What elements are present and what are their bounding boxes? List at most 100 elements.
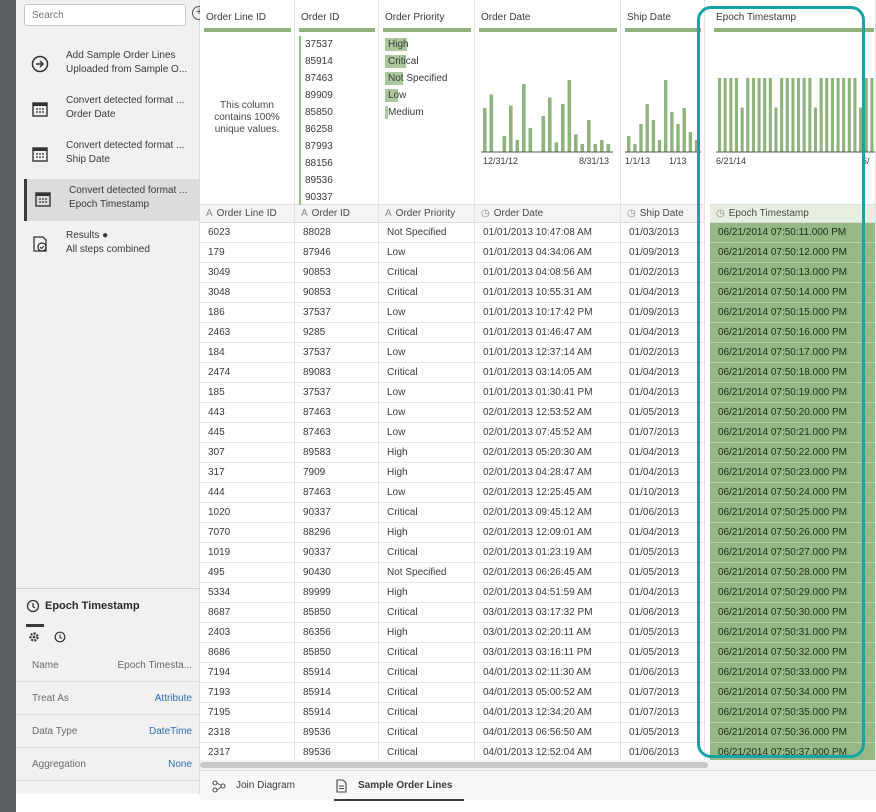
column-ship-date[interactable]: Ship Date 1/1/13 1/13 ◷ Ship Date 01/03/2… xyxy=(621,0,705,770)
histogram-bar[interactable] xyxy=(774,107,778,152)
table-cell[interactable]: 06/21/2014 07:50:23.000 PM xyxy=(710,463,875,483)
histogram-bar[interactable] xyxy=(847,78,851,152)
histogram-bar[interactable] xyxy=(676,124,680,152)
table-cell[interactable]: 7909 xyxy=(295,463,378,483)
property-data-type[interactable]: Data Type DateTime xyxy=(16,715,200,748)
table-cell[interactable]: 06/21/2014 07:50:15.000 PM xyxy=(710,303,875,323)
table-cell[interactable]: High xyxy=(379,463,474,483)
histogram-bar[interactable] xyxy=(548,97,552,152)
histogram-bar[interactable] xyxy=(489,94,494,152)
column-header[interactable]: A Order Line ID xyxy=(200,205,294,223)
histogram-bar[interactable] xyxy=(830,78,834,152)
table-cell[interactable]: 87946 xyxy=(295,243,378,263)
table-cell[interactable]: 86356 xyxy=(295,623,378,643)
value-item[interactable]: 85850 xyxy=(299,104,369,121)
table-cell[interactable]: 06/21/2014 07:50:19.000 PM xyxy=(710,383,875,403)
histogram-bar[interactable] xyxy=(751,78,755,152)
table-cell[interactable]: 01/01/2013 01:30:41 PM xyxy=(475,383,620,403)
table-cell[interactable]: 02/01/2013 01:23:19 AM xyxy=(475,543,620,563)
table-cell[interactable]: 186 xyxy=(200,303,294,323)
table-cell[interactable]: 89083 xyxy=(295,363,378,383)
table-cell[interactable]: 04/01/2013 06:56:50 AM xyxy=(475,723,620,743)
table-cell[interactable]: 185 xyxy=(200,383,294,403)
table-cell[interactable]: High xyxy=(379,623,474,643)
table-cell[interactable]: 02/01/2013 05:20:30 AM xyxy=(475,443,620,463)
table-cell[interactable]: Critical xyxy=(379,503,474,523)
table-cell[interactable]: 89536 xyxy=(295,723,378,743)
histogram-bar[interactable] xyxy=(780,78,784,152)
table-cell[interactable]: 37537 xyxy=(295,383,378,403)
histogram-bar[interactable] xyxy=(729,78,733,152)
table-cell[interactable]: 02/01/2013 07:45:52 AM xyxy=(475,423,620,443)
table-cell[interactable]: 88296 xyxy=(295,523,378,543)
table-cell[interactable]: 01/01/2013 04:08:56 AM xyxy=(475,263,620,283)
table-cell[interactable]: 01/02/2013 xyxy=(621,343,704,363)
table-cell[interactable]: Critical xyxy=(379,323,474,343)
table-cell[interactable]: 01/05/2013 xyxy=(621,723,704,743)
table-cell[interactable]: 7194 xyxy=(200,663,294,683)
table-cell[interactable]: 01/06/2013 xyxy=(621,503,704,523)
column-order-id[interactable]: Order ID 37537 85914 87463 89909 85850 8… xyxy=(295,0,379,770)
histogram-bar[interactable] xyxy=(522,84,526,152)
table-cell[interactable]: 01/09/2013 xyxy=(621,303,704,323)
table-cell[interactable]: 7070 xyxy=(200,523,294,543)
table-cell[interactable]: 01/06/2013 xyxy=(621,603,704,623)
histogram-bar[interactable] xyxy=(600,140,604,152)
table-cell[interactable]: 90337 xyxy=(295,543,378,563)
table-cell[interactable]: 04/01/2013 05:00:52 AM xyxy=(475,683,620,703)
column-header[interactable]: A Order Priority xyxy=(379,205,474,223)
table-cell[interactable]: 90337 xyxy=(295,503,378,523)
table-cell[interactable]: 06/21/2014 07:50:24.000 PM xyxy=(710,483,875,503)
table-cell[interactable]: 06/21/2014 07:50:11.000 PM xyxy=(710,223,875,243)
table-cell[interactable]: 85914 xyxy=(295,703,378,723)
table-cell[interactable]: High xyxy=(379,523,474,543)
table-cell[interactable]: 01/01/2013 10:47:08 AM xyxy=(475,223,620,243)
table-cell[interactable]: 88028 xyxy=(295,223,378,243)
table-cell[interactable]: 1020 xyxy=(200,503,294,523)
table-cell[interactable]: 04/01/2013 02:11:30 AM xyxy=(475,663,620,683)
table-cell[interactable]: 03/01/2013 03:17:32 PM xyxy=(475,603,620,623)
table-cell[interactable]: 01/05/2013 xyxy=(621,403,704,423)
histogram-bar[interactable] xyxy=(785,78,789,152)
table-cell[interactable]: Low xyxy=(379,403,474,423)
table-cell[interactable]: 8687 xyxy=(200,603,294,623)
table-cell[interactable]: 85850 xyxy=(295,643,378,663)
table-cell[interactable]: 01/07/2013 xyxy=(621,683,704,703)
histogram-bar[interactable] xyxy=(657,140,662,152)
step-convert-ship-date[interactable]: Convert detected format ... Ship Date xyxy=(24,134,200,176)
table-cell[interactable]: 06/21/2014 07:50:31.000 PM xyxy=(710,623,875,643)
histogram-bar[interactable] xyxy=(670,112,674,152)
table-cell[interactable]: 1019 xyxy=(200,543,294,563)
table-cell[interactable]: 01/04/2013 xyxy=(621,443,704,463)
histogram-bar[interactable] xyxy=(554,142,559,152)
table-cell[interactable]: 01/01/2013 04:34:06 AM xyxy=(475,243,620,263)
table-cell[interactable]: 03/01/2013 02:20:11 AM xyxy=(475,623,620,643)
property-name[interactable]: Name Epoch Timesta... xyxy=(16,649,200,682)
table-cell[interactable]: Critical xyxy=(379,263,474,283)
table-cell[interactable]: 06/21/2014 07:50:17.000 PM xyxy=(710,343,875,363)
histogram-bar[interactable] xyxy=(740,107,744,152)
table-cell[interactable]: 06/21/2014 07:50:22.000 PM xyxy=(710,443,875,463)
table-cell[interactable]: 02/01/2013 06:26:45 AM xyxy=(475,563,620,583)
property-value-link[interactable]: Attribute xyxy=(154,693,192,704)
histogram-bar[interactable] xyxy=(639,124,643,152)
table-cell[interactable]: 87463 xyxy=(295,483,378,503)
histogram-bar[interactable] xyxy=(718,78,722,152)
histogram-bar[interactable] xyxy=(633,144,637,152)
histogram-bar[interactable] xyxy=(791,78,795,152)
table-cell[interactable]: Not Specified xyxy=(379,223,474,243)
table-cell[interactable]: Critical xyxy=(379,723,474,743)
column-header[interactable]: ◷ Ship Date xyxy=(621,205,704,223)
search-input[interactable] xyxy=(24,4,186,26)
table-cell[interactable]: 06/21/2014 07:50:25.000 PM xyxy=(710,503,875,523)
table-cell[interactable]: 02/01/2013 09:45:12 AM xyxy=(475,503,620,523)
table-cell[interactable]: 2463 xyxy=(200,323,294,343)
table-cell[interactable]: 89583 xyxy=(295,443,378,463)
column-order-line-id[interactable]: Order Line ID This column contains 100% … xyxy=(200,0,295,770)
table-cell[interactable]: 01/05/2013 xyxy=(621,543,704,563)
histogram-bar[interactable] xyxy=(853,78,857,152)
table-cell[interactable]: 37537 xyxy=(295,303,378,323)
histogram-bar[interactable] xyxy=(587,120,591,152)
histogram-bar[interactable] xyxy=(688,132,693,152)
table-cell[interactable]: 06/21/2014 07:50:16.000 PM xyxy=(710,323,875,343)
